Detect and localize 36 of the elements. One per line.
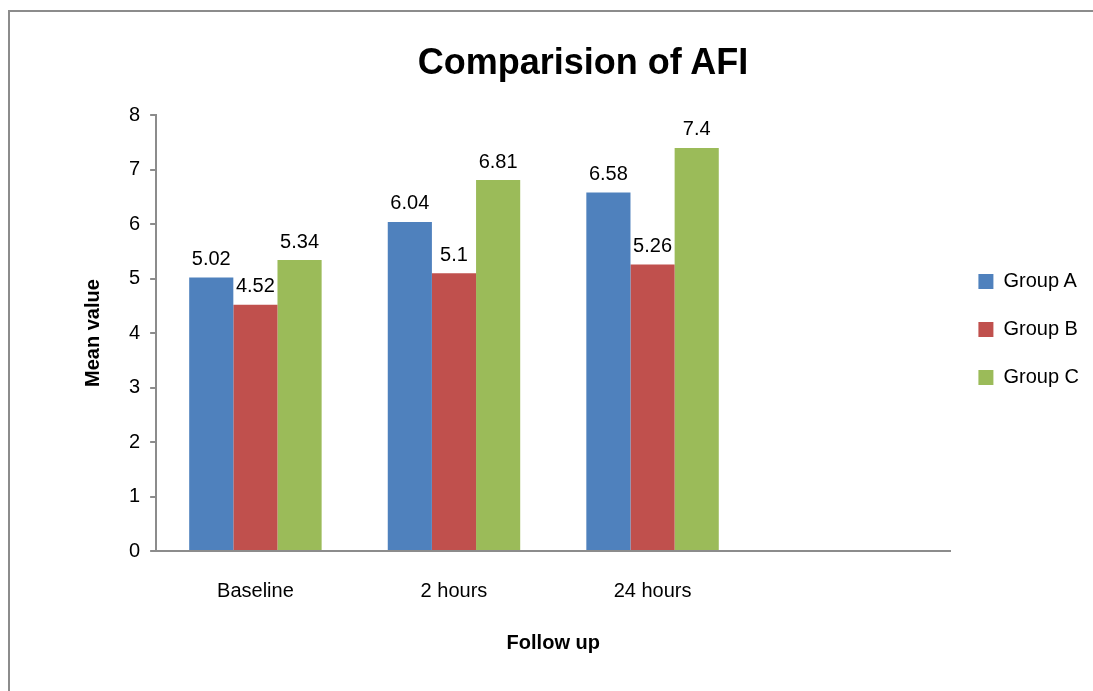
y-tick-label: 6 bbox=[129, 211, 141, 234]
data-label: 6.81 bbox=[478, 149, 518, 172]
y-tick-label: 1 bbox=[129, 484, 141, 507]
x-axis-title: Follow up bbox=[506, 630, 600, 653]
bar bbox=[674, 147, 719, 550]
data-label: 5.26 bbox=[633, 233, 673, 256]
data-label: 6.58 bbox=[588, 162, 628, 185]
legend-label: Group C bbox=[1003, 365, 1080, 388]
y-tick-label: 2 bbox=[129, 429, 141, 452]
data-label: 4.52 bbox=[235, 274, 275, 297]
bar bbox=[476, 180, 521, 550]
bar bbox=[387, 221, 432, 550]
y-tick-label: 5 bbox=[129, 266, 141, 289]
data-label: 5.02 bbox=[191, 247, 231, 270]
x-tick-label: Baseline bbox=[217, 578, 294, 601]
data-label: 7.4 bbox=[682, 117, 711, 140]
bar bbox=[630, 264, 675, 550]
y-tick-label: 4 bbox=[129, 320, 141, 343]
x-tick-label: 2 hours bbox=[420, 578, 488, 601]
legend-label: Group A bbox=[1003, 269, 1078, 292]
legend-label: Group B bbox=[1003, 317, 1078, 340]
bar bbox=[277, 260, 322, 550]
y-tick-label: 7 bbox=[129, 157, 141, 180]
data-label: 5.34 bbox=[280, 229, 320, 252]
bar bbox=[431, 273, 477, 550]
data-label: 6.04 bbox=[390, 191, 430, 214]
data-label: 5.1 bbox=[440, 242, 468, 265]
x-tick-label: 24 hours bbox=[613, 578, 692, 601]
bar bbox=[586, 192, 631, 550]
chart-title: Comparision of AFI bbox=[417, 40, 749, 82]
y-axis-title: Mean value bbox=[80, 279, 103, 388]
bar bbox=[189, 277, 234, 550]
bar bbox=[233, 304, 278, 550]
y-tick-label: 8 bbox=[129, 102, 141, 125]
y-tick-label: 0 bbox=[129, 538, 141, 561]
y-tick-label: 3 bbox=[129, 375, 141, 398]
